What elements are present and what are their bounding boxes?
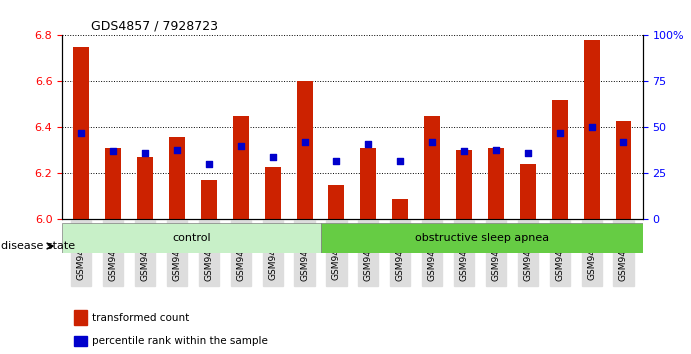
- Point: [171, 147, 182, 152]
- Point: [395, 158, 406, 164]
- Text: percentile rank within the sample: percentile rank within the sample: [93, 336, 268, 346]
- Bar: [584, 40, 600, 219]
- Bar: [265, 166, 281, 219]
- Bar: [616, 121, 632, 219]
- Point: [331, 158, 342, 164]
- Text: transformed count: transformed count: [93, 313, 189, 323]
- Point: [586, 125, 597, 130]
- Bar: [169, 137, 185, 219]
- Bar: [105, 148, 121, 219]
- Point: [203, 161, 214, 167]
- Bar: [233, 116, 249, 219]
- Point: [554, 130, 565, 136]
- Bar: [62, 223, 321, 253]
- Point: [426, 139, 437, 145]
- Point: [459, 149, 470, 154]
- Bar: [201, 181, 217, 219]
- Text: disease state: disease state: [1, 241, 75, 251]
- Bar: [137, 158, 153, 219]
- Bar: [520, 164, 536, 219]
- Bar: [321, 223, 643, 253]
- Point: [618, 139, 629, 145]
- Bar: [296, 81, 312, 219]
- Bar: [456, 150, 472, 219]
- Text: GDS4857 / 7928723: GDS4857 / 7928723: [91, 20, 218, 33]
- Point: [140, 150, 151, 156]
- Point: [363, 141, 374, 147]
- Bar: [424, 116, 440, 219]
- Point: [76, 130, 87, 136]
- Point: [267, 154, 278, 160]
- Bar: [551, 100, 568, 219]
- Point: [299, 139, 310, 145]
- Bar: [328, 185, 344, 219]
- Point: [522, 150, 533, 156]
- Point: [108, 149, 119, 154]
- Bar: [488, 148, 504, 219]
- Text: obstructive sleep apnea: obstructive sleep apnea: [415, 233, 549, 243]
- Bar: [74, 310, 86, 325]
- Text: control: control: [172, 233, 211, 243]
- Bar: [361, 148, 377, 219]
- Bar: [74, 336, 86, 346]
- Bar: [73, 47, 89, 219]
- Point: [491, 147, 502, 152]
- Point: [235, 143, 246, 149]
- Bar: [392, 199, 408, 219]
